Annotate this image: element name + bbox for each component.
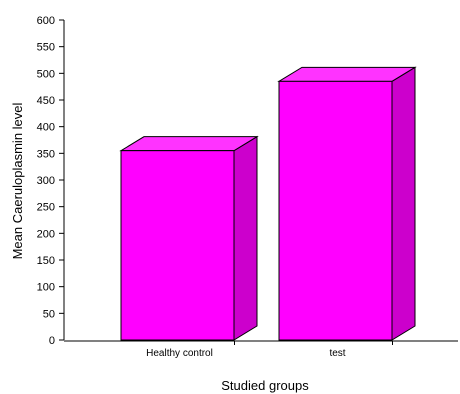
y-axis: 0 50 100 150 200 250 300 350 400 450 500 550 600 <box>37 15 65 347</box>
y-tick-label: 150 <box>37 255 55 267</box>
x-tick-label: test <box>329 348 345 359</box>
y-tick-label: 200 <box>37 228 55 240</box>
y-tick-label: 350 <box>37 148 55 160</box>
y-tick-label: 50 <box>43 308 55 320</box>
x-axis-title: Studied groups <box>221 378 309 393</box>
bar-front <box>278 80 393 341</box>
y-tick-label: 100 <box>37 282 55 294</box>
y-tick-label: 400 <box>37 122 55 134</box>
y-axis-title: Mean Caeruloplasmin level <box>10 102 25 259</box>
bar-test <box>277 66 417 341</box>
bar-top <box>277 66 417 82</box>
y-tick-label: 600 <box>37 15 55 27</box>
x-tick-label: Healthy control <box>146 348 213 359</box>
y-tick-label: 450 <box>37 95 55 107</box>
y-tick-label: 300 <box>37 175 55 187</box>
bar-top <box>119 136 259 152</box>
bar-side <box>233 135 258 341</box>
bars-group <box>119 66 417 341</box>
x-axis: Healthy control test <box>64 340 458 359</box>
y-tick-label: 0 <box>49 335 55 347</box>
y-tick-label: 250 <box>37 202 55 214</box>
bar-healthy-control <box>119 135 259 341</box>
bar-front <box>120 150 235 341</box>
y-tick-label: 500 <box>37 68 55 80</box>
bar-side <box>391 66 416 341</box>
y-tick-label: 550 <box>37 42 55 54</box>
